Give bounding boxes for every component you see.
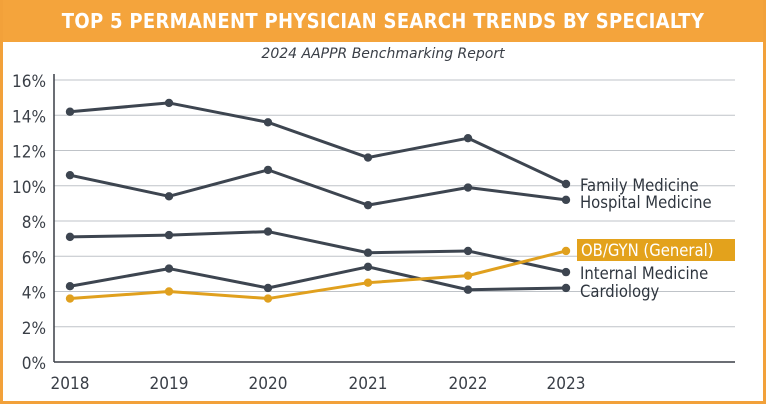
x-tick-label: 2022 <box>449 374 488 394</box>
data-point <box>263 294 273 303</box>
series-line <box>68 230 568 274</box>
x-tick-label: 2018 <box>51 374 90 394</box>
data-point <box>263 227 273 236</box>
series-line <box>68 249 568 301</box>
data-point <box>363 200 373 210</box>
series-label: Family Medicine <box>580 176 699 195</box>
series-label: Internal Medicine <box>580 264 708 283</box>
x-tick-label: 2023 <box>547 374 586 394</box>
x-tick-label: 2020 <box>249 374 288 394</box>
title-banner: Top 5 Permanent Physician Search Trends … <box>3 0 763 42</box>
y-tick-label: 14% <box>12 107 46 127</box>
data-point <box>164 287 174 296</box>
data-point <box>363 262 373 272</box>
data-point <box>463 183 473 192</box>
data-point <box>561 195 571 205</box>
series-label: Hospital Medicine <box>580 193 712 212</box>
y-tick-label: 12% <box>12 143 46 163</box>
series-label-highlight <box>577 239 735 261</box>
data-point <box>65 294 75 303</box>
data-point <box>263 118 273 127</box>
data-point <box>263 283 273 293</box>
chart-title: Top 5 Permanent Physician Search Trends … <box>61 9 705 33</box>
data-point <box>561 283 571 293</box>
data-point <box>463 271 473 280</box>
y-tick-label: 8% <box>22 213 46 233</box>
data-point <box>65 232 75 242</box>
series-line <box>68 265 568 292</box>
y-tick-label: 16% <box>12 72 46 92</box>
data-point <box>561 246 571 256</box>
data-point <box>164 264 174 273</box>
data-point <box>164 230 174 240</box>
data-point <box>363 278 373 287</box>
y-tick-label: 10% <box>12 178 46 198</box>
chart-subtitle: 2024 AAPPR Benchmarking Report <box>261 46 505 62</box>
data-point <box>463 246 473 256</box>
series-line <box>68 101 568 186</box>
data-point <box>363 248 373 257</box>
data-point <box>65 107 75 116</box>
data-point <box>65 170 75 180</box>
data-point <box>363 153 373 162</box>
series-line <box>68 168 568 207</box>
series-label: Cardiology <box>580 282 660 301</box>
x-tick-label: 2019 <box>150 374 189 394</box>
y-tick-label: 4% <box>22 284 46 304</box>
y-tick-label: 0% <box>22 354 46 374</box>
data-point <box>463 285 473 294</box>
data-point <box>164 192 174 201</box>
data-point <box>463 133 473 143</box>
y-tick-label: 6% <box>22 248 46 268</box>
data-point <box>65 282 75 291</box>
series-label: OB/GYN (General) <box>581 241 714 260</box>
data-point <box>561 267 571 277</box>
data-point <box>164 98 174 108</box>
data-point <box>263 165 273 175</box>
y-tick-label: 2% <box>22 319 46 339</box>
data-point <box>561 179 571 189</box>
x-tick-label: 2021 <box>349 374 388 394</box>
